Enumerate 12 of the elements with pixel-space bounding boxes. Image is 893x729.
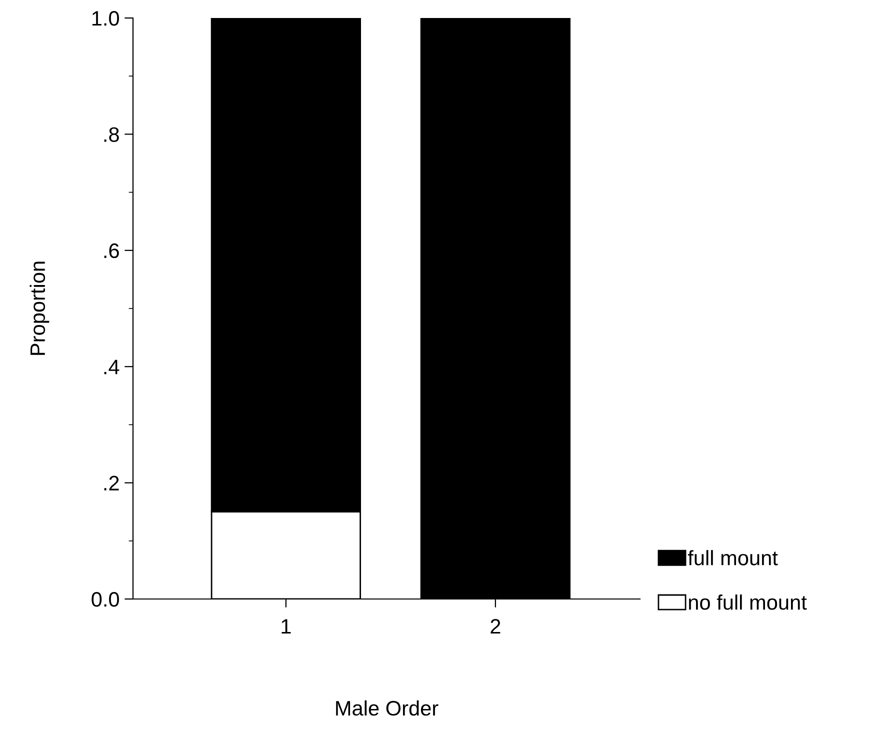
x-axis-title: Male Order — [336, 700, 438, 716]
y-tick-label: 1.0 — [92, 11, 119, 26]
y-tick-label: 0.0 — [92, 592, 119, 607]
x-tick-label: 1 — [282, 619, 291, 634]
x-tick-label: 2 — [490, 618, 500, 634]
y-tick-label: .6 — [104, 243, 119, 258]
y-tick-label: .8 — [104, 127, 119, 142]
legend-label: full mount — [688, 550, 778, 566]
legend-label: no full mount — [689, 594, 807, 610]
y-tick-label: .2 — [104, 476, 119, 490]
y-axis-title: Proportion — [30, 262, 50, 355]
y-tick-label: .4 — [104, 360, 120, 374]
